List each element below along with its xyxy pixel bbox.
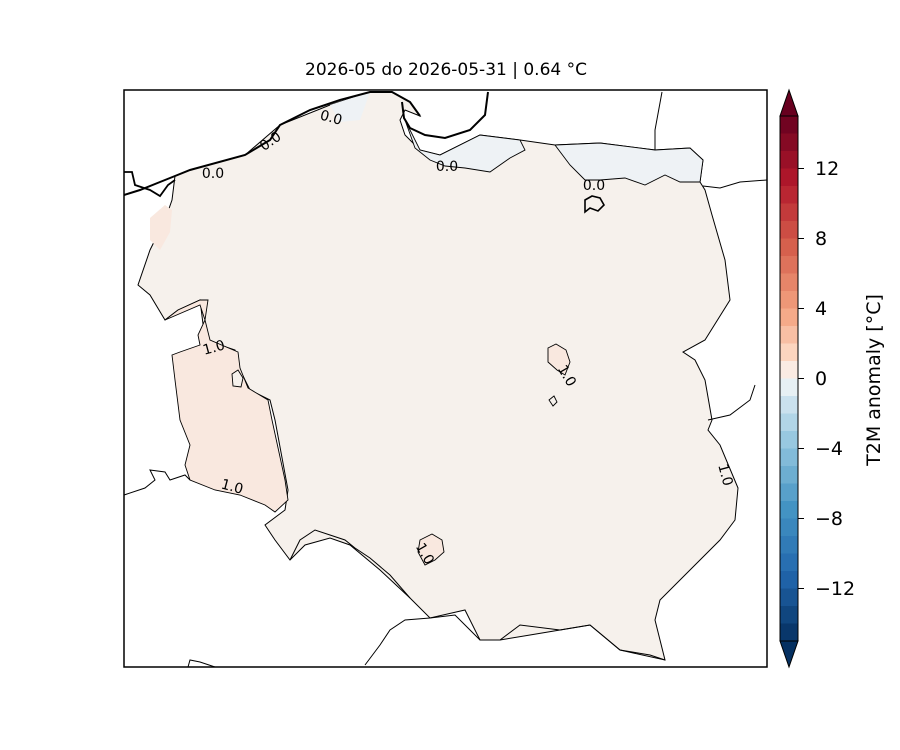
colorbar-band	[780, 536, 798, 554]
coastline	[123, 91, 421, 196]
colorbar-tick-label: 4	[815, 297, 828, 320]
colorbar-band	[780, 273, 798, 292]
colorbar-band	[780, 483, 798, 502]
colorbar-band	[780, 518, 798, 537]
contour-label-9: 1.0	[714, 462, 735, 488]
colorbar-tick-label: 0	[815, 367, 828, 390]
south-warm-blob	[417, 533, 445, 566]
map-title: 2026-05 do 2026-05-31 | 0.64 °C	[305, 60, 587, 80]
central-warm-blob	[547, 343, 571, 376]
contour-label-4: 0.0	[583, 178, 605, 194]
border-cz-inner	[289, 529, 411, 599]
colorbar-band	[780, 571, 798, 589]
coastline-hel	[401, 91, 489, 140]
colorbar-band	[780, 151, 798, 169]
colorbar-band	[780, 396, 798, 414]
colorbar-band	[780, 133, 798, 152]
top-cool-patch	[330, 92, 370, 122]
lake-shape	[584, 195, 605, 214]
colorbar-band	[780, 588, 798, 607]
border-lithuania-russia	[654, 91, 663, 150]
coastline-west-islands	[124, 171, 176, 198]
colorbar-extend-bottom	[779, 640, 799, 669]
colorbar-tick-label: −12	[815, 577, 856, 600]
border-belarus	[702, 179, 768, 189]
border-czech-germany	[123, 469, 191, 496]
colorbar-band	[780, 343, 798, 362]
colorbar-band	[780, 168, 798, 187]
colorbar-band	[780, 221, 798, 239]
colorbar-band	[780, 203, 798, 222]
colorbar-label: T2M anomaly [°C]	[863, 294, 885, 466]
colorbar-band	[780, 623, 798, 642]
border-ukraine	[707, 384, 756, 421]
colorbar-tick-label: −8	[815, 507, 844, 530]
west-warm-region	[164, 299, 289, 513]
colorbar-band	[780, 553, 798, 572]
colorbar-band	[780, 238, 798, 257]
colorbar-tick-label: 8	[815, 227, 828, 250]
colorbar-extend-top	[779, 88, 799, 117]
map-frame	[123, 89, 768, 668]
colorbar-band	[780, 116, 798, 134]
colorbar-band	[780, 378, 798, 397]
colorbar-tick-label: 12	[815, 157, 840, 180]
contour-label-0: 0.0	[318, 108, 344, 129]
northwest-warm-patch	[150, 205, 172, 250]
map-area	[123, 90, 768, 668]
colorbar	[779, 88, 804, 669]
colorbar-band	[780, 326, 798, 344]
contour-label-5: 1.0	[201, 338, 227, 359]
colorbar-band	[780, 413, 798, 432]
colorbar-band	[780, 291, 798, 309]
northeast-cool-region	[554, 142, 704, 186]
central-small-blob	[548, 395, 558, 407]
colorbar-band	[780, 308, 798, 327]
contour-label-2: 0.0	[202, 166, 224, 182]
colorbar-tick-label: −4	[815, 437, 844, 460]
border-bottom-left	[187, 659, 216, 668]
colorbar-band	[780, 501, 798, 519]
colorbar-band	[780, 448, 798, 467]
contour-label-7: 1.0	[219, 477, 245, 498]
colorbar-band	[780, 361, 798, 379]
west-small-blob	[231, 369, 244, 388]
colorbar-band	[780, 256, 798, 274]
colorbar-band	[780, 606, 798, 624]
north-cool-region	[404, 119, 526, 173]
colorbar-band	[780, 186, 798, 204]
border-slovakia	[364, 614, 666, 666]
contour-label-3: 0.0	[436, 159, 458, 175]
colorbar-band	[780, 466, 798, 484]
colorbar-band	[780, 431, 798, 449]
